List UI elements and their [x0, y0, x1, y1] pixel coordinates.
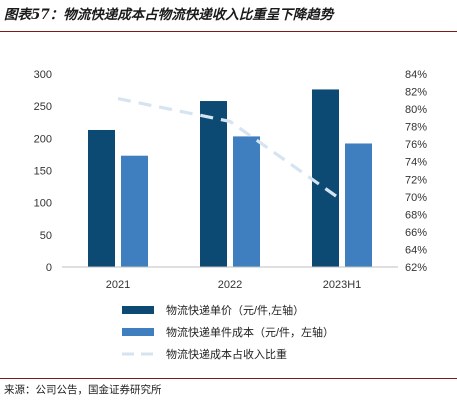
right-axis-tick-label: 72%	[405, 174, 427, 186]
right-axis-tick-label: 68%	[405, 209, 427, 221]
bar-unit-cost	[345, 143, 372, 267]
right-axis-tick-label: 66%	[405, 227, 427, 239]
source-divider	[0, 378, 457, 379]
left-axis-tick-label: 250	[34, 101, 52, 113]
x-axis-tick-label: 2021	[106, 279, 130, 291]
left-axis-tick-label: 0	[46, 262, 52, 274]
left-axis-tick-label: 300	[34, 69, 52, 81]
left-axis-tick-label: 50	[40, 230, 52, 242]
right-axis-tick-label: 74%	[405, 157, 427, 169]
bar-unit-cost	[121, 155, 148, 267]
legend-swatch-unit-cost	[122, 328, 154, 336]
source-note: 来源：公司公告，国金证券研究所	[4, 384, 162, 396]
bar-unit-price	[200, 101, 227, 268]
legend-label: 物流快递单价（元/件,左轴）	[166, 303, 304, 317]
left-axis-tick-label: 150	[34, 166, 52, 178]
bar-unit-cost	[233, 136, 260, 267]
right-axis-tick-label: 76%	[405, 139, 427, 151]
right-axis-tick-label: 78%	[405, 122, 427, 134]
legend-label: 物流快递单件成本（元/件，左轴）	[166, 325, 334, 339]
right-axis-tick-label: 82%	[405, 87, 427, 99]
right-axis-tick-label: 80%	[405, 104, 427, 116]
right-axis-tick-label: 64%	[405, 244, 427, 256]
bar-unit-price	[88, 129, 115, 267]
bar-unit-price	[312, 89, 339, 267]
legend-swatch-unit-price	[122, 306, 154, 314]
chart: 0 50 100 150 200 250 300 62% 64% 66% 68% 70% 72% 74% 7…	[34, 69, 428, 361]
left-axis-tick-label: 200	[34, 133, 52, 145]
x-axis-tick-label: 2023H1	[323, 279, 362, 291]
chart-title: 图表57：物流快递成本占物流快递收入比重呈下降趋势	[4, 7, 334, 23]
title-divider	[0, 31, 457, 32]
right-axis-tick-label: 84%	[405, 69, 427, 81]
legend-label: 物流快递成本占收入比重	[166, 347, 287, 361]
x-axis-tick-label: 2022	[218, 279, 242, 291]
ratio-line	[117, 97, 343, 202]
left-axis-tick-label: 100	[34, 198, 52, 210]
right-axis-tick-label: 62%	[405, 262, 427, 274]
right-axis-tick-label: 70%	[405, 192, 427, 204]
